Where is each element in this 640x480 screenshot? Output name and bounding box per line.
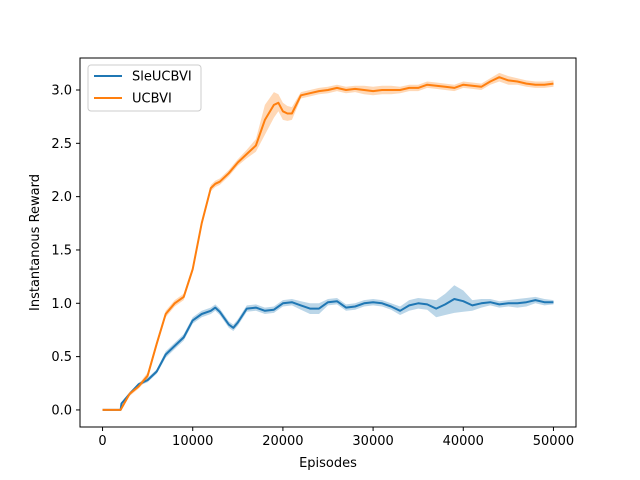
series-line-ucbvi xyxy=(102,76,554,411)
x-tick-label: 0 xyxy=(98,434,106,449)
y-tick-label: 1.0 xyxy=(51,297,72,312)
x-tick-label: 40000 xyxy=(443,434,484,449)
series-line-sleucbvi xyxy=(102,298,554,411)
x-tick-label: 10000 xyxy=(172,434,213,449)
legend-label-sleucbvi: SleUCBVI xyxy=(132,70,192,85)
y-axis-label: Instantanous Reward xyxy=(28,174,43,311)
y-tick-label: 2.0 xyxy=(51,190,72,205)
x-tick-label: 20000 xyxy=(262,434,303,449)
legend: SleUCBVI UCBVI xyxy=(87,64,202,112)
plot-frame xyxy=(79,57,577,428)
y-tick-label: 0.0 xyxy=(51,403,72,418)
y-tick-label: 2.5 xyxy=(51,137,72,152)
x-tick-label: 50000 xyxy=(533,434,574,449)
y-tick-label: 3.0 xyxy=(51,83,72,98)
x-tick-label: 30000 xyxy=(352,434,393,449)
y-tick-label: 1.5 xyxy=(51,243,72,258)
y-axis-ticks: 0.0 0.5 1.0 1.5 2.0 2.5 3.0 xyxy=(51,83,80,418)
x-axis-label: Episodes xyxy=(299,456,357,471)
series-lines xyxy=(102,76,554,411)
legend-label-ucbvi: UCBVI xyxy=(132,92,172,107)
x-axis-ticks: 0 10000 20000 30000 40000 50000 xyxy=(98,427,574,449)
y-tick-label: 0.5 xyxy=(51,350,72,365)
